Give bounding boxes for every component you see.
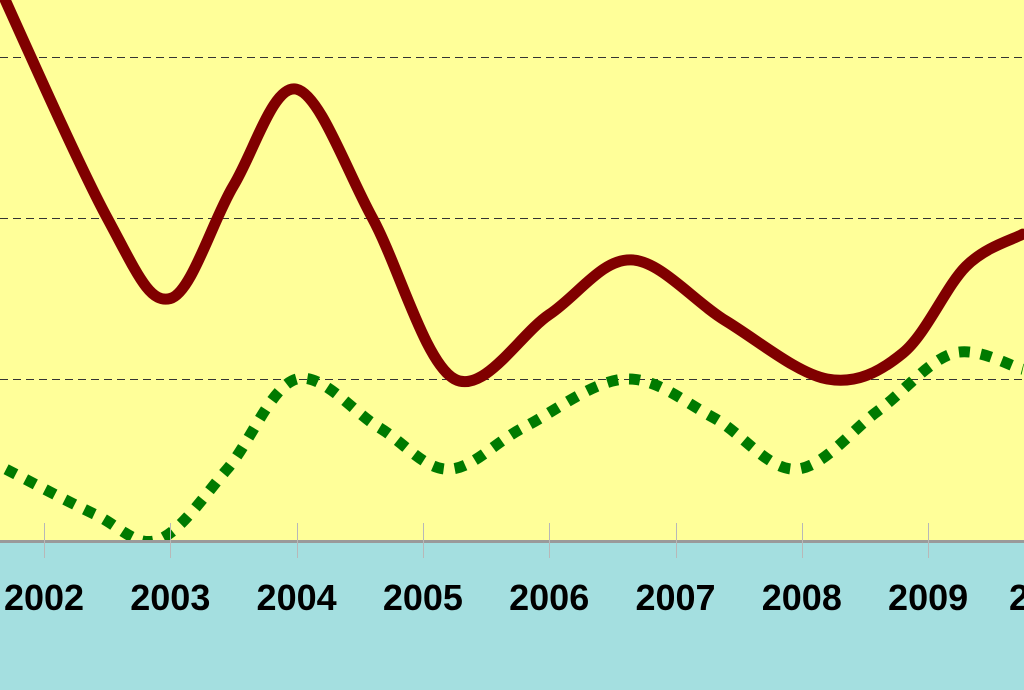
series-line-dotted	[3, 346, 1024, 547]
x-axis-band	[0, 541, 1024, 690]
gridlines	[0, 57, 1024, 380]
x-tick-label: 2006	[509, 577, 589, 618]
x-tick-label: 2007	[635, 577, 715, 618]
plot-background	[0, 0, 1024, 541]
x-tick-label: 2	[1009, 577, 1024, 618]
x-axis-tick-labels: 2002 2003 2004 2005 2006 2007 2008 2009 2	[4, 577, 1024, 618]
series-line-solid	[0, 0, 1024, 387]
x-tick-label: 2002	[4, 577, 84, 618]
x-tick-label: 2003	[130, 577, 210, 618]
x-tick-label: 2004	[257, 577, 337, 618]
x-tick-label: 2008	[762, 577, 842, 618]
x-tick-label: 2005	[383, 577, 463, 618]
series-layer	[0, 0, 1024, 547]
x-tick-label: 2009	[888, 577, 968, 618]
x-axis-ticks	[44, 523, 929, 558]
